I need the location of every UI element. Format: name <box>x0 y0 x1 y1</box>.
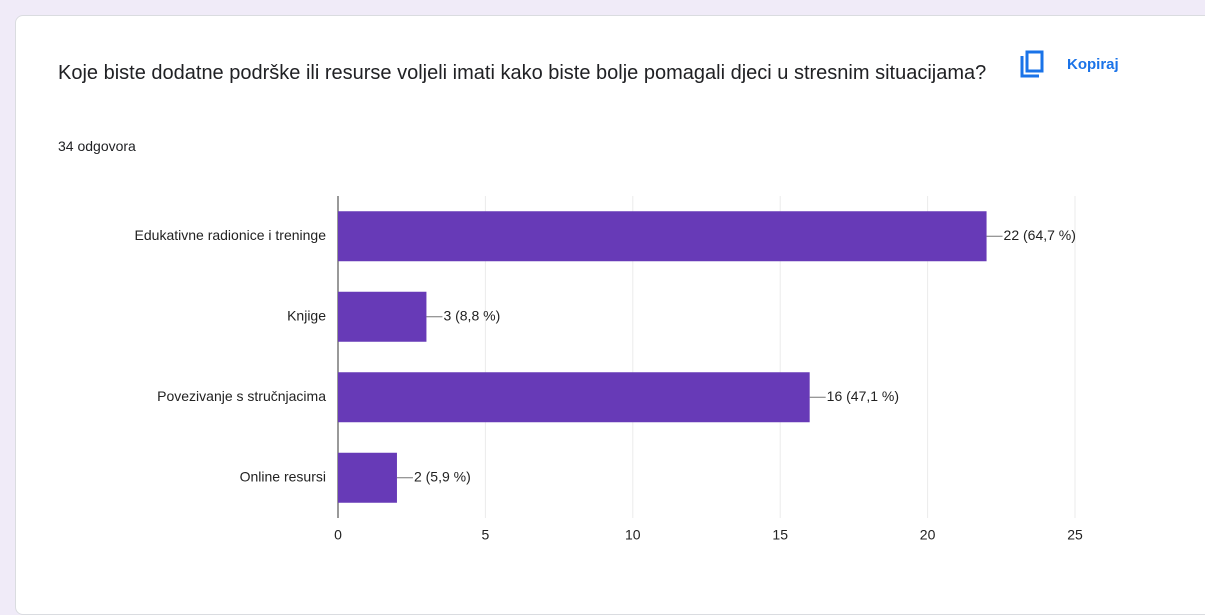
value-label: 16 (47,1 %) <box>827 388 899 404</box>
question-title: Koje biste dodatne podrške ili resurse v… <box>58 62 987 84</box>
value-label: 2 (5,9 %) <box>414 468 471 484</box>
y-tick-label: Knjige <box>287 307 326 323</box>
response-count: 34 odgovora <box>58 138 136 154</box>
x-tick-label: 25 <box>1067 527 1083 543</box>
bar <box>338 291 427 342</box>
bar <box>338 211 987 262</box>
copy-button[interactable]: Kopiraj <box>1019 49 1119 79</box>
card: Koje biste dodatne podrške ili resurse v… <box>15 15 1205 615</box>
y-tick-label: Online resursi <box>240 468 326 484</box>
x-tick-label: 20 <box>920 527 936 543</box>
bar <box>338 452 397 503</box>
bar <box>338 372 810 423</box>
x-tick-label: 5 <box>482 527 490 543</box>
x-tick-label: 15 <box>772 527 788 543</box>
copy-icon <box>1020 50 1044 78</box>
y-tick-label: Edukativne radionice i treninge <box>135 227 327 243</box>
x-tick-label: 0 <box>334 527 342 543</box>
x-tick-label: 10 <box>625 527 641 543</box>
value-label: 22 (64,7 %) <box>1004 227 1076 243</box>
value-label: 3 (8,8 %) <box>443 307 500 323</box>
copy-label: Kopiraj <box>1067 55 1119 73</box>
y-tick-label: Povezivanje s stručnjacima <box>157 388 326 404</box>
